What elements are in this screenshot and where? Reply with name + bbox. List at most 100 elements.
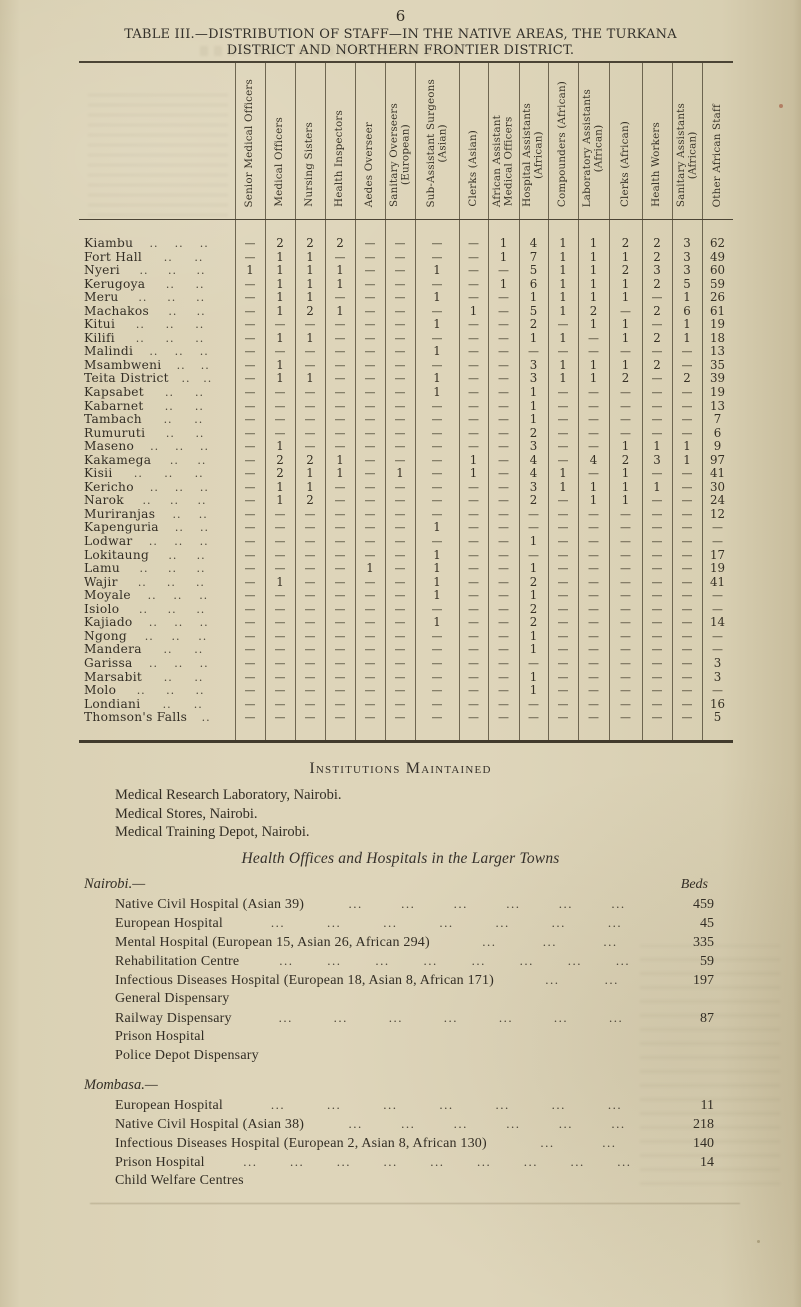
column-header-label: Nursing Sisters (303, 122, 316, 207)
table-cell: 19 (709, 385, 725, 400)
leader-dots: .. (139, 602, 148, 616)
table-cell: — (498, 440, 509, 454)
table-cell: — (681, 507, 693, 521)
table-cell: — (334, 386, 346, 400)
leader-dots: .. (194, 250, 204, 264)
dot-leader: .... (145, 278, 225, 292)
table-cell: — (681, 697, 693, 711)
table-cell: — (274, 711, 286, 725)
leader-dots: ... (558, 1116, 574, 1131)
table-row: Muriranjas.... — — — — — — — — — — — — — — — 12 (79, 507, 733, 522)
table-cell: 1 (306, 479, 314, 494)
dot-leader: ..................... (238, 1008, 664, 1027)
dot-leader: ........................ (245, 951, 664, 970)
station-name-cell: Tambach.... (79, 413, 235, 427)
table-cell: — (468, 318, 479, 332)
dot-leader: ...... (115, 332, 225, 346)
table-cell: 3 (683, 236, 691, 250)
table-cell: 1 (306, 276, 314, 291)
table-cell: 1 (276, 290, 284, 305)
table-cell: — (364, 399, 376, 413)
table-cell: 1 (433, 574, 441, 589)
table-cell: — (334, 358, 346, 372)
table-cell: — (364, 507, 376, 521)
dot-leader: .... (155, 508, 225, 522)
leader-dots: ... (270, 915, 286, 930)
table-cell: — (468, 548, 479, 562)
table-cell: — (244, 426, 256, 440)
table-cell: 1 (589, 493, 598, 508)
station-name-cell: Teita District.... (79, 372, 235, 386)
table-cell: — (468, 521, 479, 535)
leader-dots: .. (147, 589, 157, 603)
table-cell: — (498, 399, 509, 413)
dot-leader: .... (144, 400, 225, 414)
table-cell: — (334, 440, 346, 454)
table-cell: — (528, 507, 539, 521)
table-cell: — (274, 426, 286, 440)
station-name-cell: Thomson's Falls.. (79, 711, 235, 725)
table-cell: — (364, 318, 376, 332)
table-cell: — (274, 413, 286, 427)
table-cell: — (364, 656, 376, 670)
station-name: Kakamega (84, 453, 152, 467)
table-cell: — (244, 304, 256, 318)
leader-dots: ... (498, 1010, 514, 1025)
table-cell: 4 (529, 452, 538, 467)
table-cell: 18 (709, 330, 725, 345)
leader-dots: ... (542, 934, 558, 949)
table-row: Kabarnet.... — — — — — — — — — 1 — — — — — 13 (79, 399, 733, 414)
table-cell: — (651, 548, 663, 562)
table-header-row: Senior Medical Officers Medical Officers N… (79, 63, 733, 220)
table-cell: — (468, 535, 479, 549)
table-cell: — (651, 521, 663, 535)
leader-dots: .. (199, 656, 209, 670)
station-name: Malindi (84, 345, 134, 359)
institution-item: Medical Training Depot, Nairobi. (115, 824, 310, 840)
table-cell: 1 (621, 466, 630, 481)
table-cell: — (498, 562, 509, 576)
hospital-label: European Hospital (115, 916, 223, 931)
station-name-cell: Malindi...... (79, 345, 235, 359)
leader-dots: .. (199, 589, 209, 603)
station-name-cell: Kilifi...... (79, 332, 235, 346)
table-cell: — (244, 250, 256, 264)
table-cell: — (557, 494, 569, 508)
table-cell: — (498, 575, 509, 589)
table-cell: — (334, 670, 346, 684)
table-cell: — (468, 237, 479, 250)
leader-dots: ... (607, 915, 623, 930)
table-cell: 2 (621, 263, 630, 278)
dot-leader: ...... (120, 562, 225, 576)
table-cell: — (274, 656, 286, 670)
beds-count: 45 (700, 916, 714, 931)
table-cell: — (498, 426, 509, 440)
leader-dots: .. (164, 399, 174, 413)
table-cell: 1 (559, 249, 567, 264)
leader-dots: .. (137, 575, 147, 589)
table-row: Meru...... — 1 1 — — — 1 — — 1 1 1 1 — 1 26 (79, 291, 733, 305)
leader-dots: ... (439, 1097, 454, 1112)
table-cell: — (431, 656, 443, 670)
table-cell: — (588, 656, 599, 670)
table-cell: — (394, 331, 406, 345)
table-cell: 6 (529, 276, 538, 291)
table-cell: — (334, 331, 346, 345)
station-name: Kapsabet (84, 386, 145, 400)
table-cell: — (334, 711, 346, 725)
hospital-items: Native Civil Hospital (Asian 39)........… (84, 894, 714, 1065)
table-cell: 1 (559, 263, 567, 278)
table-cell: — (498, 616, 509, 630)
station-name-cell: Fort Hall.... (79, 251, 235, 265)
table-cell: 1 (366, 561, 374, 576)
beds-count: 197 (693, 973, 714, 988)
table-cell: — (557, 562, 569, 576)
table-cell: — (334, 643, 346, 657)
table-cell: — (244, 453, 256, 467)
table-cell: — (651, 711, 663, 725)
table-cell: 1 (336, 303, 344, 318)
table-cell: 1 (559, 236, 567, 250)
table-cell: — (274, 318, 286, 332)
column-header-9: African Assistant Medical Officers (488, 63, 519, 219)
table-cell: 2 (529, 493, 538, 508)
